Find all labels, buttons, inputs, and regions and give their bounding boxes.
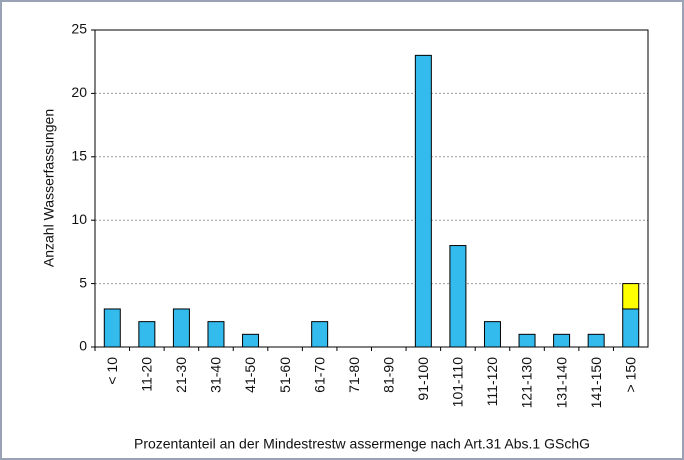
bar — [242, 333, 260, 348]
bar — [414, 54, 432, 348]
x-tick-label: 131-140 — [553, 357, 569, 409]
x-tick-label: 81-90 — [380, 357, 396, 393]
y-tick-label: 15 — [71, 148, 87, 164]
x-tick-label: 61-70 — [311, 357, 327, 393]
x-tick-label: 41-50 — [242, 357, 258, 393]
x-tick-label: 121-130 — [519, 357, 535, 409]
bar — [138, 321, 156, 348]
x-tick-label: 31-40 — [208, 357, 224, 393]
y-tick-label: 5 — [79, 274, 87, 290]
x-tick-label: < 10 — [104, 357, 120, 385]
x-tick-label: 111-120 — [484, 357, 500, 407]
x-tick-label: 71-80 — [346, 357, 362, 393]
x-tick-label: 91-100 — [415, 357, 431, 401]
bar — [553, 333, 571, 348]
y-tick-label: 0 — [79, 338, 87, 354]
bar — [207, 321, 225, 348]
y-tick-label: 20 — [71, 84, 87, 100]
bar — [622, 308, 640, 348]
bar — [449, 245, 467, 348]
bar — [172, 308, 190, 348]
x-axis-label: Prozentanteil an der Mindestrestw asserm… — [134, 436, 590, 452]
y-axis-label: Anzahl Wasserfassungen — [41, 109, 57, 267]
bar — [103, 308, 121, 348]
x-tick-label: 51-60 — [277, 357, 293, 393]
x-tick-label: 11-20 — [139, 357, 155, 392]
bar — [311, 321, 329, 348]
bar — [518, 333, 536, 348]
x-tick-label: 141-150 — [588, 357, 604, 409]
bar — [587, 333, 605, 348]
x-tick-label: > 150 — [622, 357, 638, 393]
y-tick-label: 25 — [71, 21, 87, 37]
y-tick-label: 10 — [71, 211, 87, 227]
bar — [622, 283, 640, 310]
bar — [483, 321, 501, 348]
x-tick-label: 21-30 — [173, 357, 189, 393]
x-tick-label: 101-110 — [450, 357, 466, 408]
